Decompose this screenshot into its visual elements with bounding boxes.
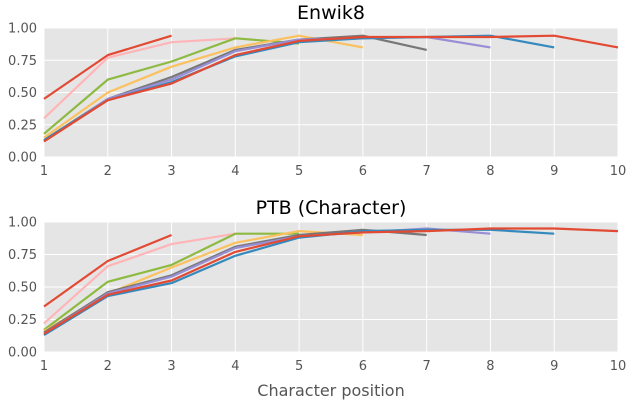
x-tick-label: 1: [40, 359, 48, 374]
panel-title: Enwik8: [297, 2, 365, 24]
y-tick-label: 0.50: [8, 281, 37, 296]
panel-title: PTB (Character): [256, 197, 407, 219]
x-tick-label: 6: [359, 359, 367, 374]
enwik8-panel: 0.00 0.25 0.50 0.75 1.00 1 2 3 4 5 6 7 8 9 10 Enwik8: [8, 2, 626, 179]
series-line-2: [43, 37, 236, 120]
x-tick-label: 9: [550, 359, 558, 374]
series-line-5: [43, 228, 427, 334]
ptb-character-panel: 0.00 0.25 0.50 0.75 1.00 1 2 3 4 5 6 7 8 9 10 PTB (Char…: [8, 197, 626, 400]
x-axis-label: Character position: [257, 381, 404, 400]
series-line-8: [43, 227, 619, 335]
x-tick-label: 7: [423, 359, 431, 374]
x-tick-label: 9: [550, 164, 558, 179]
y-tick-label: 0.75: [8, 54, 37, 69]
series-line-4: [43, 34, 364, 139]
series-line-2: [43, 232, 236, 325]
series-line-8: [43, 34, 619, 143]
series-line-3: [43, 232, 300, 331]
x-tick-label: 4: [231, 164, 239, 179]
y-tick-label: 0.00: [8, 151, 37, 166]
series-line-1: [43, 233, 173, 308]
series-line-3: [43, 37, 300, 135]
y-tick-label: 0.75: [8, 248, 37, 263]
x-tick-label: 1: [40, 164, 48, 179]
y-tick-label: 0.50: [8, 86, 37, 101]
y-tick-label: 1.00: [8, 22, 37, 37]
x-tick-label: 3: [167, 359, 175, 374]
y-tick-label: 1.00: [8, 216, 37, 231]
x-tick-label: 3: [167, 164, 175, 179]
x-tick-label: 8: [486, 164, 494, 179]
x-tick-label: 4: [231, 359, 239, 374]
x-tick-label: 5: [295, 164, 303, 179]
x-tick-label: 5: [295, 359, 303, 374]
x-tick-label: 7: [423, 164, 431, 179]
y-tick-label: 0.00: [8, 346, 37, 361]
x-tick-label: 2: [104, 359, 112, 374]
x-tick-label: 10: [610, 359, 627, 374]
y-tick-label: 0.25: [8, 118, 37, 133]
series-line-1: [43, 34, 172, 100]
x-tick-label: 2: [104, 164, 112, 179]
x-tick-label: 10: [610, 164, 627, 179]
x-tick-label: 6: [359, 164, 367, 179]
y-tick-label: 0.25: [8, 313, 37, 328]
x-tick-label: 8: [486, 359, 494, 374]
